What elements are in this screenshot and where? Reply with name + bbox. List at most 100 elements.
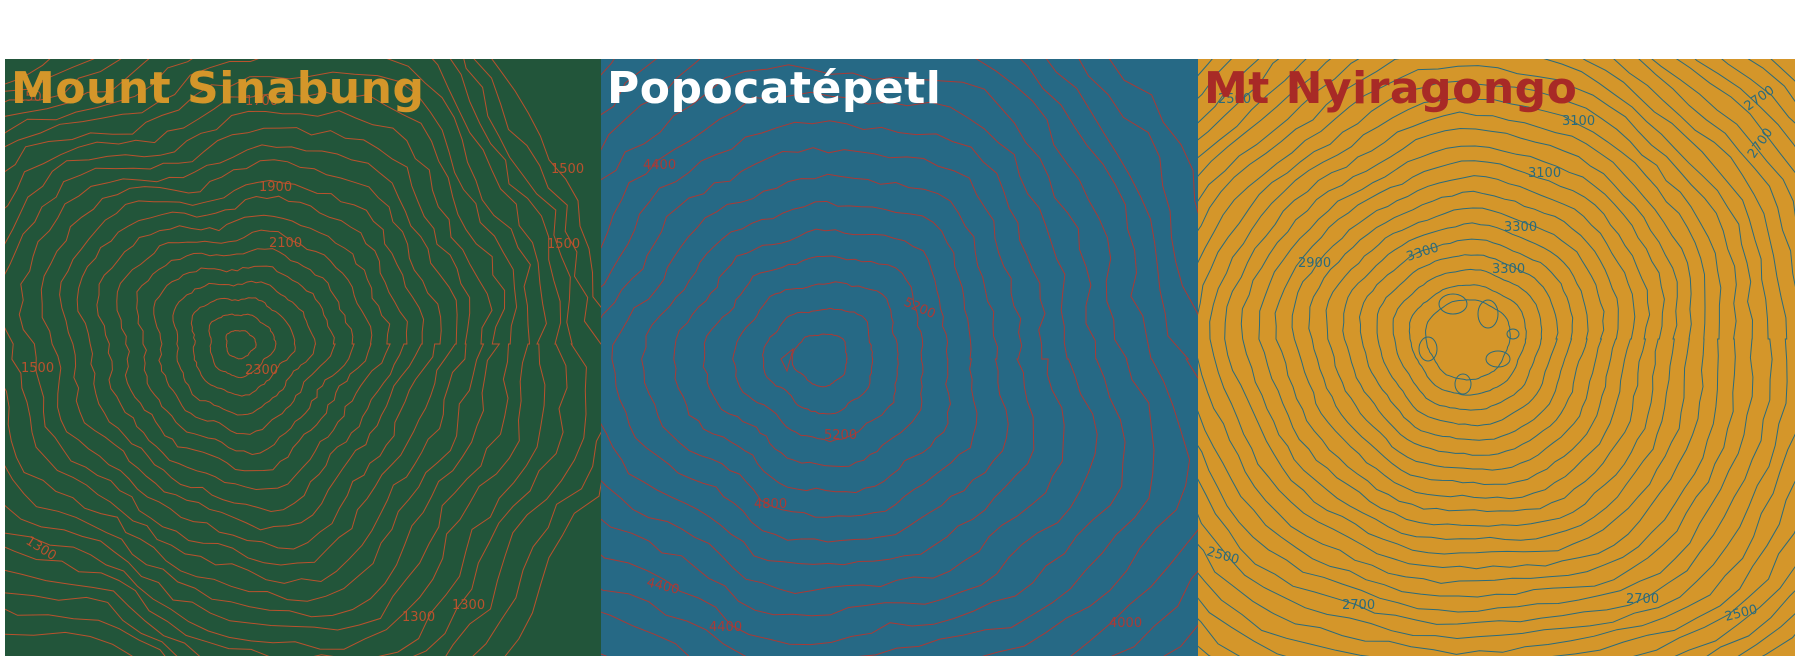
popocatepetl-contour-labels: 4400 5200 5200 4800 4400 4400 4000	[643, 158, 1142, 635]
contour-line	[96, 214, 391, 491]
panel-popocatepetl: 4400 5200 5200 4800 4400 4400 4000 Popoc…	[601, 59, 1198, 656]
contour-label: 2300	[245, 363, 278, 378]
contour-line	[40, 159, 442, 550]
contour-line	[5, 59, 531, 650]
contour-line	[702, 255, 924, 468]
crater-contour	[1418, 336, 1438, 362]
contour-label: 2100	[269, 236, 302, 251]
contour-line	[601, 59, 1155, 656]
contour-line	[1198, 65, 1737, 598]
contour-label: 1700	[245, 94, 278, 109]
contour-line	[76, 195, 408, 513]
contour-line	[172, 280, 317, 416]
contour-line	[5, 59, 601, 656]
crater-contour	[1454, 373, 1472, 395]
contour-label: 4400	[643, 158, 676, 173]
contour-label: 1500	[551, 162, 584, 177]
contour-line	[611, 173, 1009, 543]
popocatepetl-contour-map: 4400 5200 5200 4800 4400 4400 4000	[601, 59, 1198, 656]
contour-line	[1224, 111, 1692, 555]
contour-line	[1358, 238, 1574, 441]
contour-line	[601, 59, 1198, 656]
contour-line	[1376, 254, 1559, 427]
summit-contour	[780, 347, 794, 373]
contour-line	[18, 144, 458, 566]
contour-line	[1198, 80, 1722, 584]
contour-label: 2700	[1745, 126, 1776, 162]
contour-label: 4400	[645, 575, 681, 598]
contour-label: 1300	[452, 598, 485, 613]
contour-label: 1900	[259, 180, 292, 195]
contour-line	[601, 120, 1065, 595]
contour-label: 3100	[1562, 114, 1595, 129]
contour-label: 1500	[21, 361, 54, 376]
volcano-maps-row: 1500 1700 1500 1900 1500 2100 1500 2300 …	[5, 59, 1795, 656]
contour-label: 3300	[1504, 220, 1537, 235]
contour-line	[1291, 175, 1636, 500]
contour-line	[601, 64, 1126, 646]
contour-line	[601, 147, 1035, 566]
contour-line	[673, 228, 951, 494]
crater-contour	[1438, 293, 1468, 315]
contour-line	[601, 59, 1191, 656]
contour-line	[5, 127, 471, 584]
crater-contour	[1477, 299, 1499, 329]
contour-line	[762, 307, 874, 415]
contour-line	[136, 248, 355, 456]
contour-label: 2900	[1298, 256, 1331, 271]
map-title: Mt Nyiragongo	[1204, 63, 1578, 114]
contour-label: 2700	[1342, 598, 1375, 613]
contour-label: 2700	[1626, 592, 1659, 607]
contour-line	[1325, 207, 1605, 471]
contour-line	[1198, 59, 1773, 625]
panel-mt-nyiragongo: 2500 3100 2700 2700 3100 3300 2900 3300 …	[1198, 59, 1795, 656]
contour-label: 2700	[1742, 83, 1778, 114]
nyiragongo-contour-lines	[1198, 59, 1795, 656]
sinabung-contour-map: 1500 1700 1500 1900 1500 2100 1500 2300 …	[5, 59, 601, 656]
contour-label: 4400	[709, 620, 742, 635]
contour-line	[225, 329, 257, 360]
sinabung-contour-labels: 1500 1700 1500 1900 1500 2100 1500 2300 …	[17, 90, 584, 625]
contour-line	[601, 91, 1098, 617]
contour-label: 1300	[402, 610, 435, 625]
contour-line	[153, 265, 336, 435]
contour-label: 5200	[901, 295, 937, 322]
contour-line	[1198, 59, 1795, 656]
contour-label: 4000	[1109, 616, 1142, 631]
contour-line	[1198, 59, 1795, 656]
contour-line	[1078, 59, 1198, 656]
contour-line	[1308, 190, 1619, 486]
contour-label: 5200	[824, 428, 857, 443]
panel-mount-sinabung: 1500 1700 1500 1900 1500 2100 1500 2300 …	[5, 59, 601, 656]
contour-line	[5, 71, 518, 631]
contour-line	[5, 110, 493, 602]
contour-line	[1198, 59, 1754, 613]
nyiragongo-contour-map: 2500 3100 2700 2700 3100 3300 2900 3300 …	[1198, 59, 1795, 656]
contour-line	[641, 200, 978, 518]
contour-line	[5, 91, 506, 618]
contour-label: 3300	[1492, 262, 1525, 277]
contour-line	[1108, 59, 1198, 656]
contour-line	[5, 59, 568, 656]
contour-label: 1500	[547, 237, 580, 252]
contour-line	[116, 229, 373, 472]
contour-line	[190, 297, 296, 397]
contour-line	[1392, 268, 1543, 411]
contour-line	[1258, 145, 1665, 527]
contour-line	[1209, 97, 1706, 570]
map-title: Mount Sinabung	[11, 63, 425, 114]
contour-label: 1500	[17, 90, 50, 105]
contour-label: 4800	[754, 497, 787, 512]
crater-contour	[1485, 350, 1511, 368]
contour-line	[1342, 222, 1589, 456]
contour-line	[1408, 284, 1527, 396]
contour-line	[5, 59, 547, 656]
crater-contour	[1506, 328, 1520, 340]
popocatepetl-contour-lines	[601, 59, 1198, 656]
sinabung-contour-lines	[5, 59, 601, 656]
contour-line	[1240, 127, 1678, 541]
contour-line	[732, 281, 899, 443]
contour-line	[1274, 160, 1651, 513]
contour-line	[208, 313, 277, 379]
contour-line	[59, 179, 425, 531]
